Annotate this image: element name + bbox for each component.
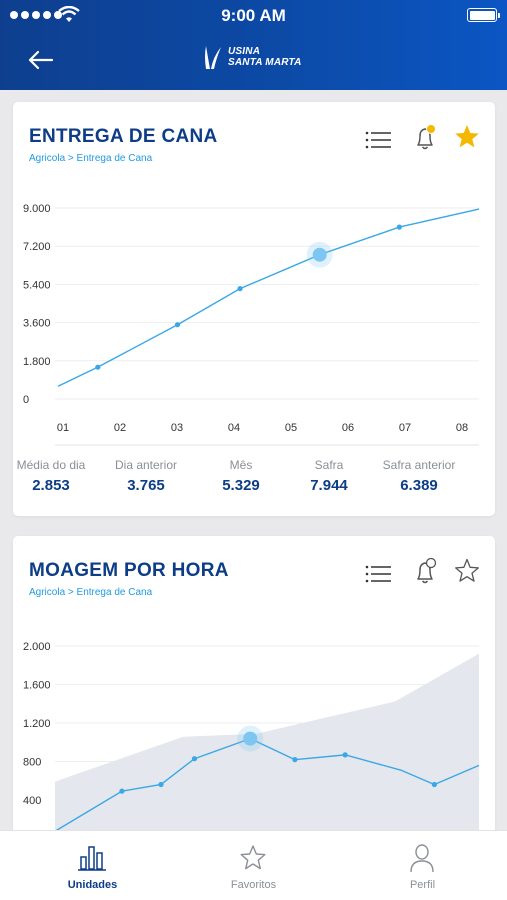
app-header: 9:00 AM USINA SANTA MARTA (0, 0, 507, 90)
tab-perfil[interactable]: Perfil (338, 831, 507, 900)
data-point (237, 286, 243, 292)
stat-label: Safra anterior (382, 458, 456, 472)
stat-label: Mês (229, 458, 253, 472)
list-icon[interactable] (365, 130, 391, 150)
y-tick-label: 9.000 (23, 203, 51, 215)
bell-icon[interactable] (413, 124, 439, 152)
list-icon[interactable] (365, 564, 391, 584)
tab-label: Favoritos (230, 879, 277, 891)
star-outline-icon (240, 845, 266, 870)
stat-item: Média do dia 2.853 (1, 458, 101, 494)
x-tick-label: 03 (171, 422, 183, 434)
entrega-chart: 9.000 7.200 5.400 3.600 1.800 0 01 02 03 04 05 06 07… (23, 203, 480, 446)
app-logo: USINA SANTA MARTA (203, 44, 302, 70)
stat-item: Safra 7.944 (279, 458, 379, 494)
logo-line1: USINA (228, 46, 261, 57)
bell-icon[interactable] (413, 558, 439, 586)
x-tick-label: 06 (342, 422, 354, 434)
highlight-point (243, 731, 258, 746)
y-tick-label: 1.200 (23, 718, 51, 730)
data-point (396, 224, 402, 230)
data-point (95, 364, 101, 370)
signal-strength-icon (10, 11, 62, 19)
stat-value: 2.853 (32, 477, 70, 494)
stat-value: 7.944 (310, 477, 348, 494)
status-time: 9:00 AM (221, 6, 286, 25)
person-icon (410, 844, 434, 873)
y-tick-label: 1.600 (23, 680, 51, 692)
data-point (342, 752, 348, 758)
y-tick-label: 0 (23, 394, 29, 406)
breadcrumb[interactable]: Agricola > Entrega de Cana (29, 587, 153, 598)
moagem-chart: 2.000 1.600 1.200 800 400 (23, 641, 480, 856)
card-title: MOAGEM POR HORA (29, 560, 229, 581)
stat-item: Dia anterior 3.765 (96, 458, 196, 494)
data-point (174, 322, 181, 328)
card-title: ENTREGA DE CANA (29, 126, 218, 147)
series-line (54, 737, 480, 832)
logo-line2: SANTA MARTA (228, 57, 302, 68)
notification-badge (426, 124, 436, 134)
stat-item: Mês 5.329 (191, 458, 291, 494)
wifi-icon (58, 6, 80, 22)
y-tick-label: 1.800 (23, 356, 51, 368)
data-point (292, 757, 298, 763)
y-tick-label: 400 (23, 795, 41, 807)
tab-favoritos[interactable]: Favoritos (169, 831, 338, 900)
stat-value: 3.765 (127, 477, 165, 494)
data-point (119, 788, 125, 794)
tab-label: Perfil (409, 879, 436, 891)
stat-label: Safra (314, 458, 344, 472)
building-chart-icon (78, 846, 106, 871)
stat-label: Dia anterior (114, 458, 178, 472)
card-entrega-de-cana: ENTREGA DE CANA Agricola > Entrega de Ca… (13, 102, 495, 516)
stat-value: 6.389 (400, 477, 438, 494)
data-point (431, 781, 437, 788)
back-arrow-icon[interactable] (26, 46, 56, 74)
y-tick-label: 2.000 (23, 641, 51, 653)
stat-label: Média do dia (16, 458, 86, 472)
series-line (57, 208, 480, 387)
y-tick-label: 3.600 (23, 318, 51, 330)
stat-value: 5.329 (222, 477, 260, 494)
highlight-point (312, 247, 327, 262)
tab-unidades[interactable]: Unidades (8, 831, 177, 900)
data-point (158, 781, 164, 788)
x-tick-label: 08 (456, 422, 468, 434)
logo-mark-icon (205, 46, 221, 69)
y-tick-label: 7.200 (23, 241, 51, 253)
x-tick-label: 05 (285, 422, 297, 434)
breadcrumb[interactable]: Agricola > Entrega de Cana (29, 153, 153, 164)
x-tick-label: 02 (114, 422, 126, 434)
stat-item: Safra anterior 6.389 (369, 458, 469, 494)
tab-bar: Unidades Favoritos Perfil (0, 830, 507, 900)
tab-label: Unidades (67, 879, 118, 891)
data-point (191, 756, 198, 762)
x-tick-label: 01 (57, 422, 69, 434)
star-filled-icon[interactable] (454, 124, 480, 150)
x-tick-label: 07 (399, 422, 411, 434)
card-moagem-por-hora: MOAGEM POR HORA Agricola > Entrega de Ca… (13, 536, 495, 856)
x-tick-label: 04 (228, 422, 240, 434)
y-tick-label: 5.400 (23, 279, 51, 291)
y-tick-label: 800 (23, 757, 41, 769)
star-outline-icon[interactable] (454, 558, 480, 584)
area-band (55, 653, 479, 856)
battery-icon (467, 8, 500, 22)
status-bar: 9:00 AM (0, 0, 507, 30)
